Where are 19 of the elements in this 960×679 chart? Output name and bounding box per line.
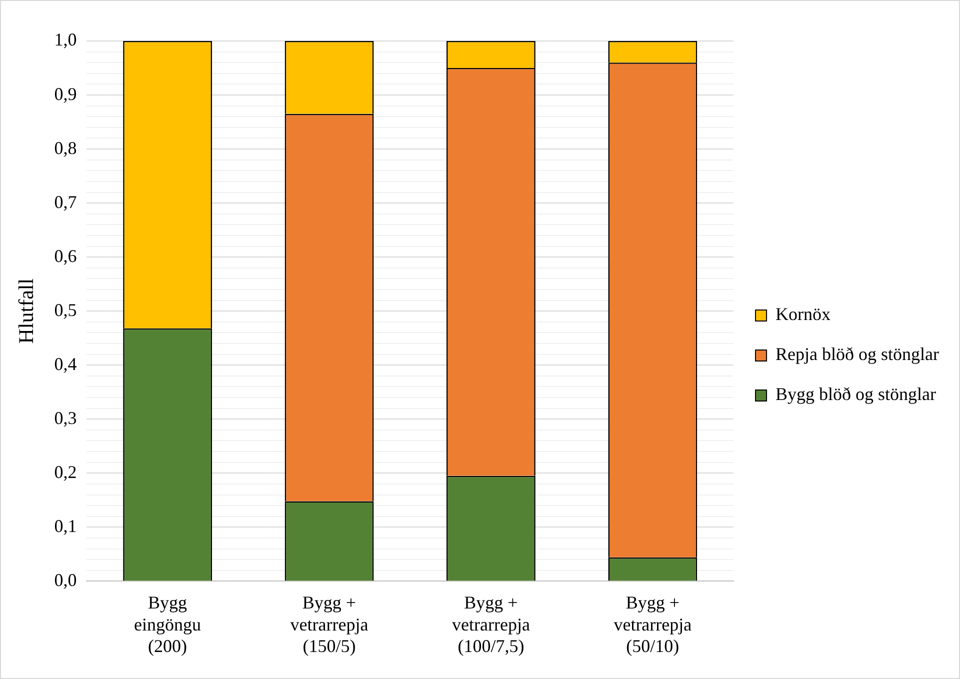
y-tick-label: 0,2: [54, 462, 77, 482]
x-tick-label: Bygg + vetrarrepja (100/7,5): [452, 592, 530, 656]
y-tick-label: 0,4: [54, 354, 77, 374]
legend-label: Bygg blöð og stönglar: [776, 384, 936, 404]
legend-label: Kornöx: [776, 304, 831, 324]
y-tick-label: 0,7: [54, 192, 77, 212]
y-tick-label: 1,0: [54, 30, 77, 50]
x-tick-label: Bygg + vetrarrepja (50/10): [614, 592, 692, 656]
y-tick-label: 0,9: [54, 84, 77, 104]
y-tick-label: 0,5: [54, 300, 77, 320]
x-tick-label: Bygg + vetrarrepja (150/5): [290, 592, 368, 656]
y-tick-label: 0,8: [54, 138, 77, 158]
y-tick-label: 0,1: [54, 516, 77, 536]
legend-label: Repja blöð og stönglar: [776, 344, 940, 364]
y-tick-label: 0,3: [54, 408, 77, 428]
y-tick-label: 0,6: [54, 246, 77, 266]
y-tick-label: 0,0: [54, 570, 77, 590]
x-tick-label: Bygg eingöngu (200): [134, 592, 202, 656]
y-axis-title: Hlutfall: [14, 278, 38, 344]
